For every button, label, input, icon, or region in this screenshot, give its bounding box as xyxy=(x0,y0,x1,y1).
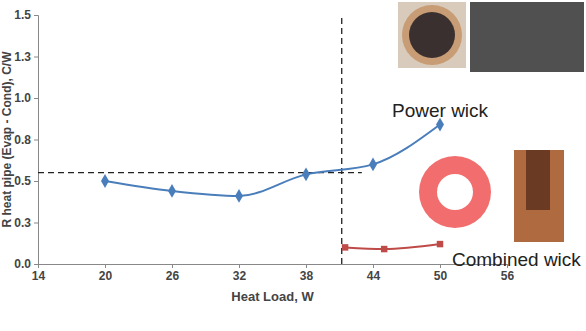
inset-sem xyxy=(470,2,584,72)
y-tick: 0.0 xyxy=(14,257,38,271)
series-marker xyxy=(168,184,176,198)
x-tick-label: 44 xyxy=(367,269,381,283)
inset-wick xyxy=(402,5,462,65)
series-line xyxy=(105,125,440,196)
series-marker xyxy=(437,241,443,247)
x-tick: 20 xyxy=(99,264,113,283)
x-tick-label: 50 xyxy=(434,269,448,283)
x-tick-mark xyxy=(373,264,374,268)
x-axis-line xyxy=(39,265,508,269)
x-tick: 38 xyxy=(300,264,314,283)
x-tick-label: 26 xyxy=(166,269,180,283)
inset-ring xyxy=(419,156,491,228)
series-line xyxy=(345,244,440,249)
y-tick-label: 0.3 xyxy=(14,216,31,230)
y-tick-label: 1.5 xyxy=(14,8,31,22)
inset-tube-inner xyxy=(526,150,550,210)
x-tick: 44 xyxy=(367,264,381,283)
plot-area xyxy=(38,15,444,264)
x-tick-mark xyxy=(239,264,240,268)
y-tick-label: 0.0 xyxy=(14,257,31,271)
x-axis-title: Heat Load, W xyxy=(231,289,314,304)
x-tick-mark xyxy=(105,264,106,268)
y-tick-mark xyxy=(34,15,38,16)
y-axis-title: R heat pipe (Evap - Cond), C/W xyxy=(0,51,14,228)
series-marker xyxy=(369,157,377,171)
y-tick-mark xyxy=(34,264,38,265)
inset-photo xyxy=(398,2,466,68)
x-tick: 32 xyxy=(233,264,247,283)
x-tick-label: 14 xyxy=(32,269,46,283)
y-tick: 0.3 xyxy=(14,216,38,230)
reference-line xyxy=(341,15,342,264)
insets xyxy=(398,2,584,242)
chart: 14 20 26 32 38 44 50 56 0.0 0.3 0.5 0.8 1.0 1.3 1.5 Hea… xyxy=(0,0,586,331)
x-tick: 26 xyxy=(166,264,180,283)
y-tick-label: 1.0 xyxy=(14,91,31,105)
y-tick-label: 0.8 xyxy=(14,133,31,147)
x-tick-mark xyxy=(172,264,173,268)
y-tick: 1.5 xyxy=(14,8,38,22)
inset-ring-hole xyxy=(437,174,473,210)
inset-tube xyxy=(514,150,564,242)
x-tick-mark xyxy=(306,264,307,268)
inset-core xyxy=(409,12,455,58)
x-tick-label: 38 xyxy=(300,269,314,283)
y-tick: 0.5 xyxy=(14,174,38,188)
x-tick-mark xyxy=(440,264,441,268)
y-tick-label: 0.5 xyxy=(14,174,31,188)
x-axis: 14 20 26 32 38 44 50 56 xyxy=(32,264,515,283)
y-tick-mark xyxy=(34,98,38,99)
series-label: Combined wick xyxy=(452,249,581,270)
x-tick: 14 xyxy=(32,264,46,283)
series-marker xyxy=(342,244,348,250)
series-marker xyxy=(381,246,387,252)
y-tick: 0.8 xyxy=(14,133,38,147)
x-tick: 50 xyxy=(434,264,448,283)
y-tick-mark xyxy=(34,140,38,141)
y-tick-mark xyxy=(34,181,38,182)
series-marker xyxy=(302,167,310,181)
y-tick: 1.3 xyxy=(14,50,38,64)
y-axis-line xyxy=(34,16,39,265)
x-tick-label: 56 xyxy=(501,269,515,283)
x-tick-label: 20 xyxy=(99,269,113,283)
y-tick-mark xyxy=(34,223,38,224)
series-label: Power wick xyxy=(392,100,489,121)
y-tick-mark xyxy=(34,57,38,58)
y-axis: 0.0 0.3 0.5 0.8 1.0 1.3 1.5 xyxy=(14,8,38,271)
series-marker xyxy=(235,189,243,203)
x-tick-label: 32 xyxy=(233,269,247,283)
series-marker xyxy=(101,174,109,188)
y-tick-label: 1.3 xyxy=(14,50,31,64)
y-tick: 1.0 xyxy=(14,91,38,105)
